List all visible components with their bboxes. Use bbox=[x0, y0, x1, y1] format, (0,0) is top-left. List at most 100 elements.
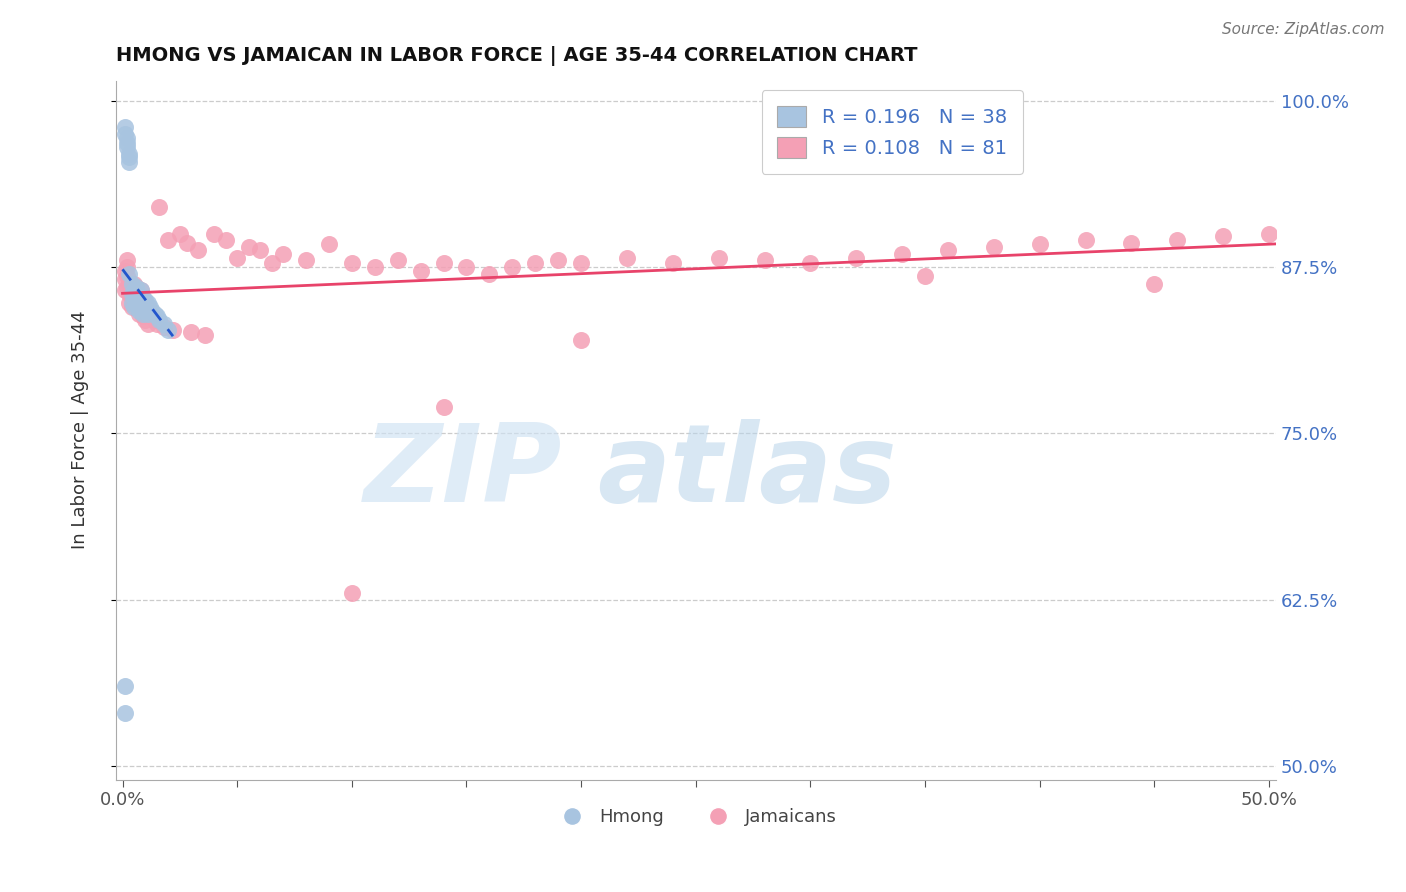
Point bbox=[215, 234, 238, 248]
Point bbox=[122, 277, 145, 292]
Point bbox=[148, 200, 170, 214]
Point bbox=[128, 291, 150, 305]
Point bbox=[118, 296, 141, 310]
Point bbox=[914, 269, 936, 284]
Point bbox=[115, 140, 138, 154]
Point bbox=[115, 253, 138, 268]
Point bbox=[202, 227, 225, 241]
Point bbox=[707, 251, 730, 265]
Point bbox=[121, 296, 143, 310]
Point bbox=[115, 260, 138, 274]
Point bbox=[478, 267, 501, 281]
Point bbox=[1212, 229, 1234, 244]
Point bbox=[115, 280, 138, 294]
Point bbox=[118, 267, 141, 281]
Point bbox=[162, 323, 184, 337]
Point bbox=[143, 307, 166, 321]
Point bbox=[136, 318, 159, 332]
Point bbox=[125, 296, 148, 310]
Point bbox=[295, 253, 318, 268]
Point bbox=[121, 286, 143, 301]
Point bbox=[569, 333, 592, 347]
Point bbox=[501, 260, 523, 274]
Point bbox=[122, 296, 145, 310]
Point bbox=[128, 307, 150, 321]
Point bbox=[141, 304, 163, 318]
Point bbox=[134, 302, 156, 317]
Point bbox=[176, 236, 198, 251]
Point bbox=[129, 283, 152, 297]
Point bbox=[249, 243, 271, 257]
Point bbox=[121, 277, 143, 292]
Point bbox=[194, 328, 217, 343]
Point bbox=[121, 300, 143, 314]
Point bbox=[1074, 234, 1097, 248]
Point bbox=[128, 304, 150, 318]
Point bbox=[139, 307, 162, 321]
Point bbox=[1258, 227, 1281, 241]
Point bbox=[118, 154, 141, 169]
Point bbox=[146, 318, 169, 332]
Point bbox=[340, 586, 363, 600]
Point bbox=[122, 283, 145, 297]
Point bbox=[271, 246, 294, 260]
Point bbox=[114, 272, 136, 286]
Point bbox=[141, 310, 163, 324]
Point bbox=[180, 326, 202, 340]
Point bbox=[456, 260, 478, 274]
Point bbox=[1029, 237, 1052, 252]
Point bbox=[409, 264, 432, 278]
Point bbox=[1166, 234, 1188, 248]
Point bbox=[318, 237, 340, 252]
Point bbox=[122, 286, 145, 301]
Point bbox=[132, 307, 155, 321]
Point bbox=[662, 256, 685, 270]
Point bbox=[115, 136, 138, 151]
Point bbox=[118, 147, 141, 161]
Text: Source: ZipAtlas.com: Source: ZipAtlas.com bbox=[1222, 22, 1385, 37]
Point bbox=[152, 320, 174, 334]
Point bbox=[134, 293, 156, 308]
Point bbox=[129, 300, 152, 314]
Point bbox=[125, 280, 148, 294]
Point bbox=[136, 307, 159, 321]
Point bbox=[432, 256, 454, 270]
Point bbox=[114, 283, 136, 297]
Point bbox=[364, 260, 387, 274]
Point bbox=[891, 246, 914, 260]
Point bbox=[118, 150, 141, 164]
Point bbox=[122, 291, 145, 305]
Point bbox=[845, 251, 868, 265]
Point bbox=[129, 300, 152, 314]
Point bbox=[121, 291, 143, 305]
Y-axis label: In Labor Force | Age 35-44: In Labor Force | Age 35-44 bbox=[72, 310, 89, 549]
Point bbox=[125, 280, 148, 294]
Point bbox=[432, 400, 454, 414]
Point bbox=[125, 288, 148, 302]
Point bbox=[754, 253, 776, 268]
Point bbox=[187, 243, 209, 257]
Point bbox=[226, 251, 249, 265]
Point bbox=[114, 706, 136, 720]
Point bbox=[340, 256, 363, 270]
Point bbox=[148, 313, 170, 327]
Point bbox=[121, 283, 143, 297]
Point bbox=[547, 253, 569, 268]
Point bbox=[157, 323, 180, 337]
Point bbox=[387, 253, 409, 268]
Point bbox=[1143, 277, 1166, 292]
Point bbox=[114, 127, 136, 141]
Legend: Hmong, Jamaicans: Hmong, Jamaicans bbox=[547, 801, 845, 833]
Point bbox=[128, 286, 150, 301]
Point bbox=[125, 296, 148, 310]
Point bbox=[132, 310, 155, 324]
Point bbox=[132, 293, 155, 308]
Point bbox=[983, 240, 1005, 254]
Point bbox=[157, 234, 180, 248]
Text: HMONG VS JAMAICAN IN LABOR FORCE | AGE 35-44 CORRELATION CHART: HMONG VS JAMAICAN IN LABOR FORCE | AGE 3… bbox=[115, 46, 917, 66]
Point bbox=[799, 256, 821, 270]
Point bbox=[128, 296, 150, 310]
Point bbox=[1121, 236, 1143, 251]
Point bbox=[616, 251, 638, 265]
Point bbox=[569, 256, 592, 270]
